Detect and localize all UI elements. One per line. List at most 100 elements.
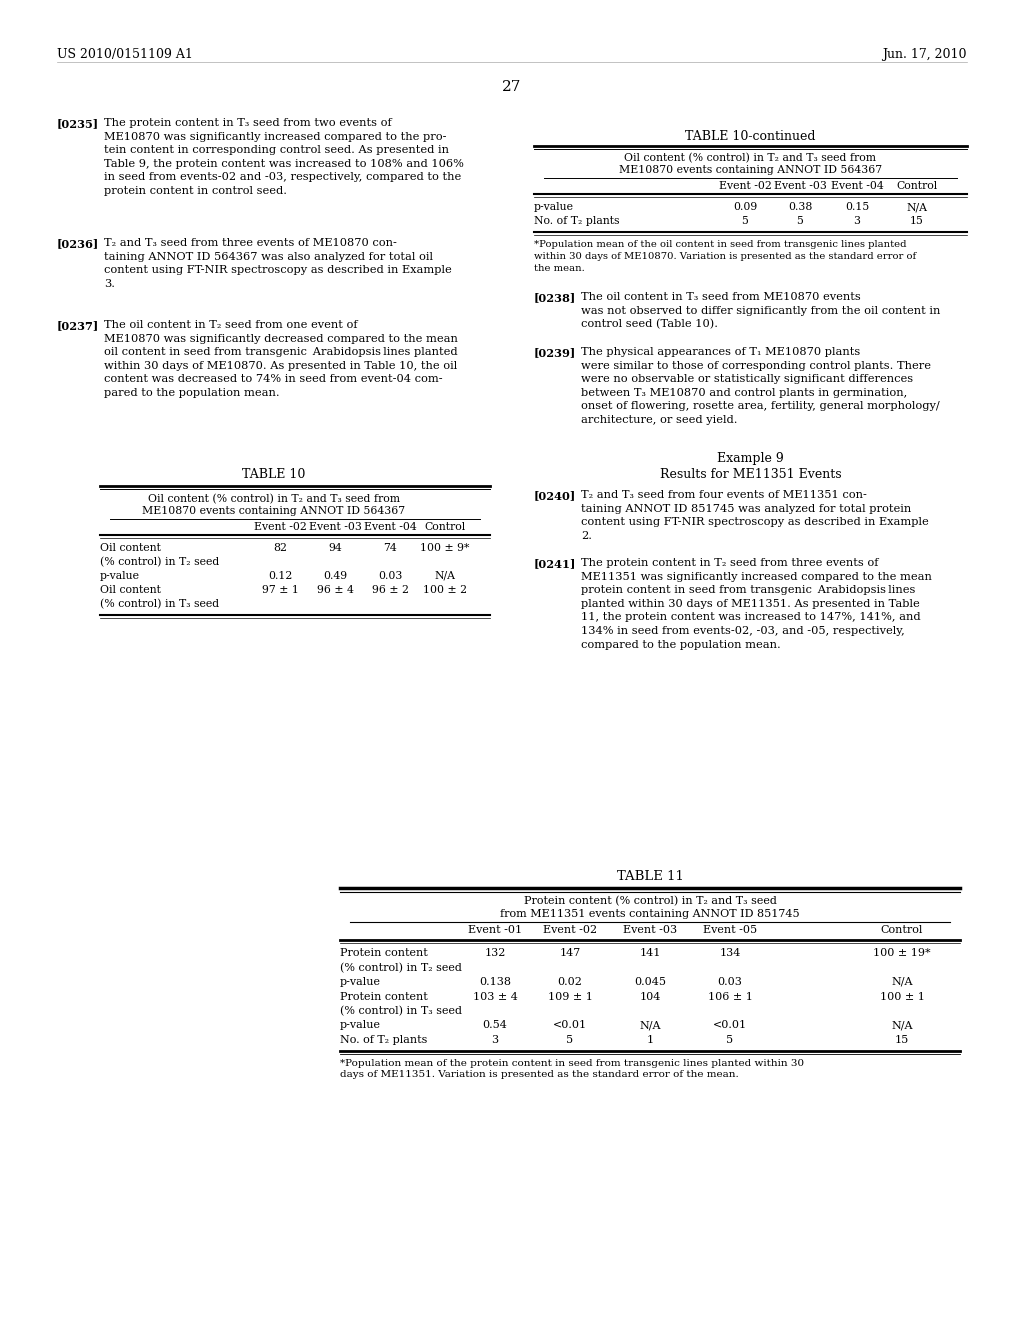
Text: Event -02: Event -02: [254, 521, 306, 532]
Text: [0240]: [0240]: [534, 490, 577, 502]
Text: 3: 3: [492, 1035, 499, 1045]
Text: 134: 134: [719, 948, 740, 958]
Text: The oil content in T₂ seed from one event of
ME10870 was significantly decreased: The oil content in T₂ seed from one even…: [104, 319, 458, 399]
Text: The protein content in T₂ seed from three events of
ME11351 was significantly in: The protein content in T₂ seed from thre…: [581, 558, 932, 649]
Text: 27: 27: [503, 81, 521, 94]
Text: p-value: p-value: [534, 202, 574, 213]
Text: [0237]: [0237]: [57, 319, 99, 331]
Text: 5: 5: [566, 1035, 573, 1045]
Text: 0.02: 0.02: [557, 977, 583, 987]
Text: N/A: N/A: [639, 1020, 660, 1031]
Text: 0.12: 0.12: [268, 572, 292, 581]
Text: Event -02: Event -02: [543, 925, 597, 935]
Text: 96 ± 2: 96 ± 2: [372, 585, 409, 595]
Text: 97 ± 1: 97 ± 1: [261, 585, 298, 595]
Text: Oil content: Oil content: [100, 585, 161, 595]
Text: <0.01: <0.01: [553, 1020, 587, 1031]
Text: Event -02: Event -02: [719, 181, 771, 191]
Text: 0.54: 0.54: [482, 1020, 508, 1031]
Text: Jun. 17, 2010: Jun. 17, 2010: [883, 48, 967, 61]
Text: Event -03: Event -03: [773, 181, 826, 191]
Text: 0.045: 0.045: [634, 977, 666, 987]
Text: [0236]: [0236]: [57, 238, 99, 249]
Text: 74: 74: [383, 543, 397, 553]
Text: 94: 94: [328, 543, 342, 553]
Text: 1: 1: [646, 1035, 653, 1045]
Text: (% control) in T₃ seed: (% control) in T₃ seed: [100, 599, 219, 610]
Text: *Population mean of the protein content in seed from transgenic lines planted wi: *Population mean of the protein content …: [340, 1059, 804, 1080]
Text: Event -03: Event -03: [623, 925, 677, 935]
Text: Protein content (% control) in T₂ and T₃ seed: Protein content (% control) in T₂ and T₃…: [523, 896, 776, 907]
Text: N/A: N/A: [891, 1020, 912, 1031]
Text: 103 ± 4: 103 ± 4: [472, 991, 517, 1002]
Text: Control: Control: [896, 181, 938, 191]
Text: T₂ and T₃ seed from four events of ME11351 con-
taining ANNOT ID 851745 was anal: T₂ and T₃ seed from four events of ME113…: [581, 490, 929, 541]
Text: Event -03: Event -03: [308, 521, 361, 532]
Text: p-value: p-value: [100, 572, 140, 581]
Text: 15: 15: [910, 216, 924, 226]
Text: Results for ME11351 Events: Results for ME11351 Events: [659, 469, 842, 480]
Text: 141: 141: [639, 948, 660, 958]
Text: Event -04: Event -04: [364, 521, 417, 532]
Text: TABLE 10: TABLE 10: [242, 469, 305, 480]
Text: 100 ± 9*: 100 ± 9*: [420, 543, 470, 553]
Text: N/A: N/A: [434, 572, 456, 581]
Text: Event -04: Event -04: [830, 181, 884, 191]
Text: T₂ and T₃ seed from three events of ME10870 con-
taining ANNOT ID 564367 was als: T₂ and T₃ seed from three events of ME10…: [104, 238, 452, 289]
Text: Example 9: Example 9: [717, 451, 784, 465]
Text: ME10870 events containing ANNOT ID 564367: ME10870 events containing ANNOT ID 56436…: [618, 165, 882, 176]
Text: Protein content: Protein content: [340, 991, 428, 1002]
Text: [0241]: [0241]: [534, 558, 577, 569]
Text: 5: 5: [726, 1035, 733, 1045]
Text: (% control) in T₂ seed: (% control) in T₂ seed: [100, 557, 219, 568]
Text: 147: 147: [559, 948, 581, 958]
Text: [0235]: [0235]: [57, 117, 99, 129]
Text: Oil content (% control) in T₂ and T₃ seed from: Oil content (% control) in T₂ and T₃ see…: [147, 494, 399, 504]
Text: 96 ± 4: 96 ± 4: [316, 585, 353, 595]
Text: *Population mean of the oil content in seed from transgenic lines planted
within: *Population mean of the oil content in s…: [534, 240, 916, 273]
Text: 100 ± 2: 100 ± 2: [423, 585, 467, 595]
Text: 109 ± 1: 109 ± 1: [548, 991, 593, 1002]
Text: Oil content: Oil content: [100, 543, 161, 553]
Text: 5: 5: [741, 216, 749, 226]
Text: 0.38: 0.38: [787, 202, 812, 213]
Text: Control: Control: [881, 925, 924, 935]
Text: p-value: p-value: [340, 1020, 381, 1031]
Text: TABLE 10-continued: TABLE 10-continued: [685, 129, 816, 143]
Text: p-value: p-value: [340, 977, 381, 987]
Text: 100 ± 1: 100 ± 1: [880, 991, 925, 1002]
Text: Protein content: Protein content: [340, 948, 428, 958]
Text: No. of T₂ plants: No. of T₂ plants: [340, 1035, 427, 1045]
Text: 82: 82: [273, 543, 287, 553]
Text: (% control) in T₃ seed: (% control) in T₃ seed: [340, 1006, 462, 1016]
Text: [0238]: [0238]: [534, 292, 577, 304]
Text: [0239]: [0239]: [534, 347, 577, 358]
Text: 0.09: 0.09: [733, 202, 757, 213]
Text: 5: 5: [797, 216, 804, 226]
Text: The physical appearances of T₁ ME10870 plants
were similar to those of correspon: The physical appearances of T₁ ME10870 p…: [581, 347, 940, 425]
Text: 0.03: 0.03: [378, 572, 402, 581]
Text: The oil content in T₃ seed from ME10870 events
was not observed to differ signif: The oil content in T₃ seed from ME10870 …: [581, 292, 940, 330]
Text: Event -05: Event -05: [702, 925, 757, 935]
Text: 100 ± 19*: 100 ± 19*: [873, 948, 931, 958]
Text: 15: 15: [895, 1035, 909, 1045]
Text: The protein content in T₃ seed from two events of
ME10870 was significantly incr: The protein content in T₃ seed from two …: [104, 117, 464, 195]
Text: 0.03: 0.03: [718, 977, 742, 987]
Text: 106 ± 1: 106 ± 1: [708, 991, 753, 1002]
Text: 0.138: 0.138: [479, 977, 511, 987]
Text: 104: 104: [639, 991, 660, 1002]
Text: 0.15: 0.15: [845, 202, 869, 213]
Text: N/A: N/A: [906, 202, 928, 213]
Text: US 2010/0151109 A1: US 2010/0151109 A1: [57, 48, 193, 61]
Text: (% control) in T₂ seed: (% control) in T₂ seed: [340, 962, 462, 973]
Text: TABLE 11: TABLE 11: [616, 870, 683, 883]
Text: N/A: N/A: [891, 977, 912, 987]
Text: Event -01: Event -01: [468, 925, 522, 935]
Text: from ME11351 events containing ANNOT ID 851745: from ME11351 events containing ANNOT ID …: [500, 909, 800, 919]
Text: <0.01: <0.01: [713, 1020, 748, 1031]
Text: Control: Control: [424, 521, 466, 532]
Text: Oil content (% control) in T₂ and T₃ seed from: Oil content (% control) in T₂ and T₃ see…: [625, 153, 877, 164]
Text: ME10870 events containing ANNOT ID 564367: ME10870 events containing ANNOT ID 56436…: [142, 506, 406, 516]
Text: No. of T₂ plants: No. of T₂ plants: [534, 216, 620, 226]
Text: 3: 3: [853, 216, 860, 226]
